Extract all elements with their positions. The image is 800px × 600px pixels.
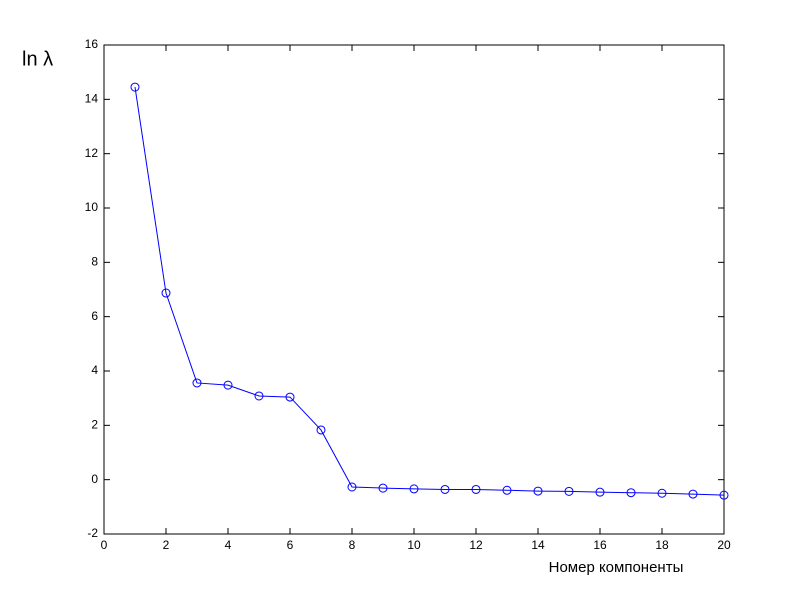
y-tick-label: 12: [85, 146, 99, 160]
y-tick-label: 0: [91, 472, 98, 486]
y-tick-label: 14: [85, 92, 99, 106]
point-marker: [533, 486, 543, 496]
x-tick-label: 0: [101, 538, 108, 552]
x-tick-label: 18: [655, 538, 669, 552]
x-tick-label: 2: [163, 538, 170, 552]
point-marker: [223, 380, 233, 390]
point-marker: [719, 490, 729, 500]
x-tick-label: 4: [225, 538, 232, 552]
point-marker: [254, 391, 264, 401]
point-marker: [564, 486, 574, 496]
x-tick-label: 8: [349, 538, 356, 552]
x-tick-label: 20: [717, 538, 731, 552]
y-axis-label: ln λ: [22, 48, 53, 70]
point-marker: [130, 82, 140, 92]
x-tick-label: 10: [407, 538, 421, 552]
x-axis-label: Номер компоненты: [549, 559, 684, 576]
point-marker: [378, 483, 388, 493]
series-line: [134, 87, 725, 496]
point-marker: [161, 288, 171, 298]
x-tick-label: 12: [469, 538, 483, 552]
point-marker: [657, 488, 667, 498]
point-marker: [471, 484, 481, 494]
y-tick-label: 8: [91, 255, 98, 269]
point-marker: [192, 378, 202, 388]
x-tick-label: 6: [287, 538, 294, 552]
y-tick-label: 2: [91, 418, 98, 432]
point-marker: [316, 425, 326, 435]
y-tick-label: -2: [87, 526, 98, 540]
point-marker: [285, 392, 295, 402]
y-tick-label: 16: [85, 37, 99, 51]
y-tick-label: 6: [91, 309, 98, 323]
point-marker: [409, 484, 419, 494]
x-tick-label: 14: [531, 538, 545, 552]
y-tick-label: 4: [91, 363, 98, 377]
y-tick-label: 10: [85, 200, 99, 214]
point-marker: [502, 485, 512, 495]
point-marker: [347, 482, 357, 492]
x-tick-label: 16: [593, 538, 607, 552]
point-marker: [595, 487, 605, 497]
point-marker: [626, 488, 636, 498]
point-marker: [440, 484, 450, 494]
point-marker: [688, 489, 698, 499]
